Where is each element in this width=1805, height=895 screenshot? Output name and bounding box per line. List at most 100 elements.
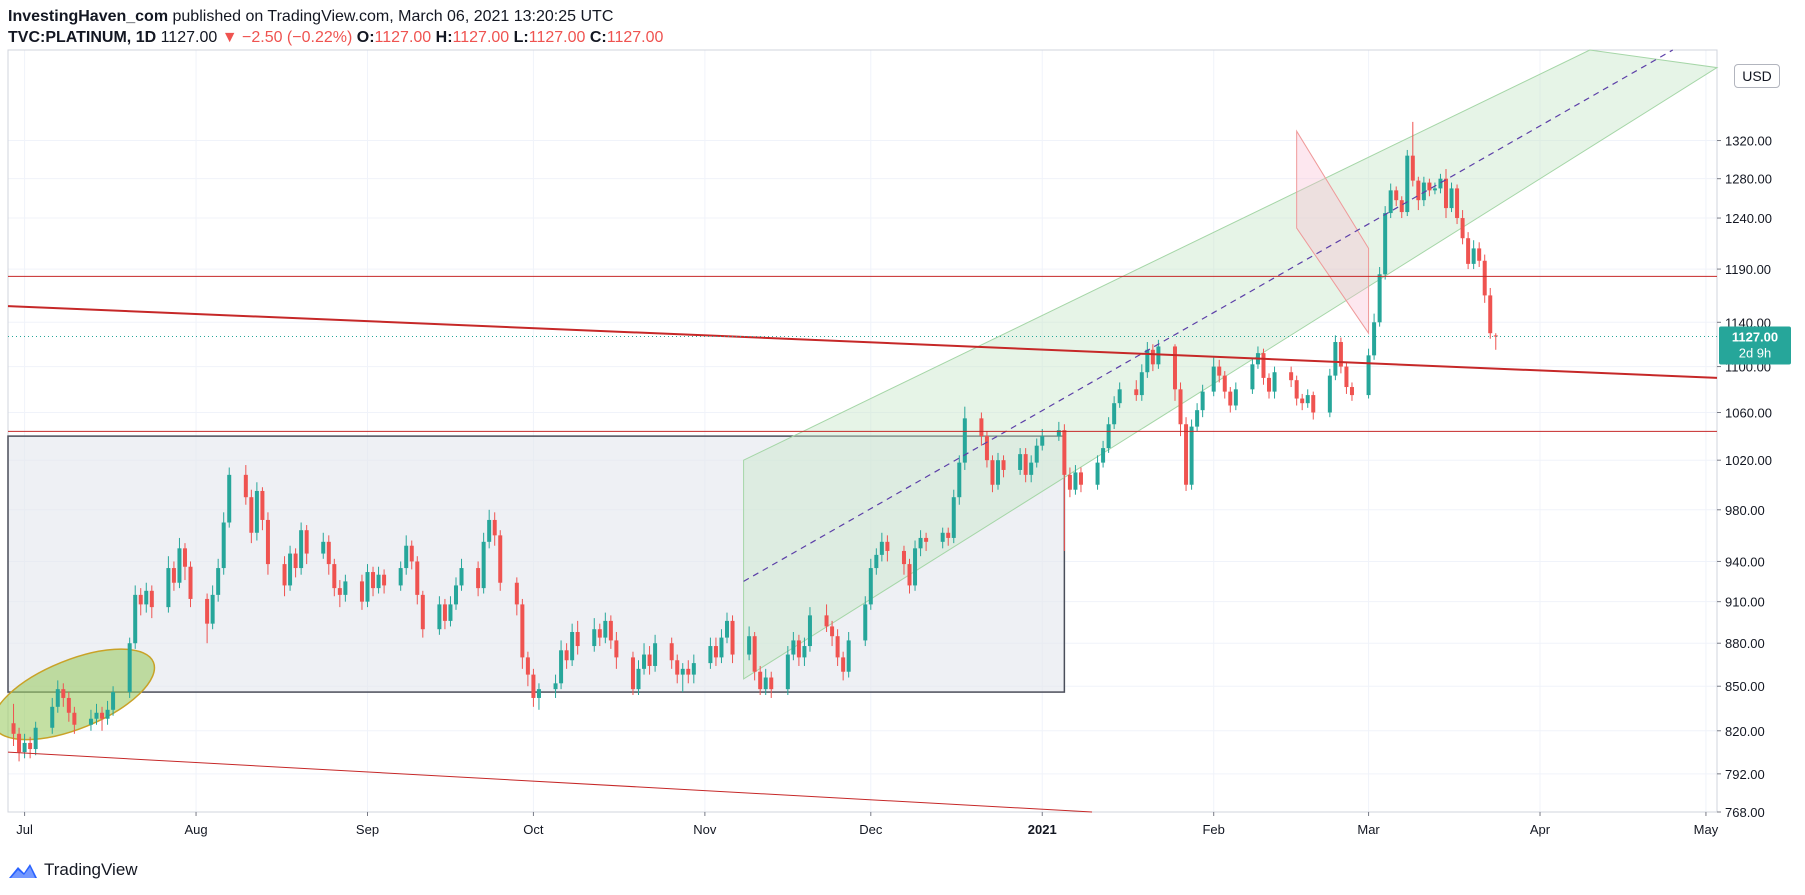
- candle-body: [1372, 322, 1377, 356]
- candle-body: [1056, 430, 1061, 437]
- candle-body: [1477, 248, 1482, 261]
- candle-body: [359, 581, 364, 602]
- candle-body: [1377, 274, 1382, 323]
- candle-body: [265, 519, 270, 565]
- x-tick-label: Apr: [1530, 822, 1551, 837]
- candle-body: [133, 594, 138, 644]
- x-tick-label: Oct: [523, 822, 544, 837]
- candle-body: [1117, 389, 1122, 404]
- candle-body: [830, 626, 835, 637]
- candle-body: [1427, 182, 1432, 191]
- x-tick-label: Aug: [184, 822, 207, 837]
- tradingview-footer[interactable]: TradingView: [8, 860, 138, 880]
- currency-button[interactable]: USD: [1734, 64, 1780, 88]
- change-value: −2.50 (−0.22%): [242, 29, 353, 46]
- candle-body: [415, 561, 420, 595]
- footer-brand: TradingView: [44, 860, 138, 879]
- candle-body: [686, 668, 691, 675]
- author-name[interactable]: InvestingHaven_com: [8, 8, 169, 25]
- candle-body: [442, 604, 447, 621]
- candle-body: [575, 632, 580, 647]
- candle-body: [1062, 430, 1067, 475]
- candle-body: [326, 541, 331, 565]
- candle-body: [1145, 349, 1150, 373]
- candle-body: [990, 460, 995, 485]
- drawings-foreground: [7, 49, 1718, 813]
- candle-body: [1366, 355, 1371, 396]
- candle-body: [1150, 349, 1155, 365]
- candle-body: [1455, 188, 1460, 219]
- candle-body: [144, 590, 149, 605]
- candle-body: [1106, 424, 1111, 449]
- candle-body: [371, 572, 376, 589]
- candle-body: [1432, 188, 1437, 191]
- candle-body: [1139, 372, 1144, 396]
- candle-body: [802, 646, 807, 658]
- candle-body: [514, 582, 519, 605]
- candle-body: [216, 568, 221, 595]
- y-tick-label: 850.00: [1725, 679, 1765, 694]
- candle-body: [1471, 248, 1476, 264]
- candle-body: [282, 564, 287, 586]
- down-arrow-icon: ▼: [221, 29, 238, 46]
- y-tick-label: 1320.00: [1725, 134, 1772, 149]
- candle-body: [719, 637, 724, 658]
- candle-body: [182, 548, 187, 567]
- x-tick-label: Nov: [693, 822, 717, 837]
- candle-body: [901, 550, 906, 565]
- candle-body: [841, 657, 846, 672]
- candle-body: [1294, 380, 1299, 399]
- candle-body: [321, 541, 326, 554]
- candle-body: [979, 418, 984, 437]
- candle-body: [608, 620, 613, 641]
- candle-body: [221, 522, 226, 569]
- candle-body: [536, 689, 541, 698]
- price-tag-value: 1127.00: [1732, 330, 1778, 345]
- high-value: 1127.00: [452, 29, 510, 46]
- candle-body: [758, 671, 763, 690]
- candle-body: [100, 712, 105, 719]
- publish-line: InvestingHaven_com published on TradingV…: [8, 8, 613, 26]
- candle-body: [680, 668, 685, 675]
- candle-body: [669, 643, 674, 661]
- y-tick-label: 1190.00: [1725, 262, 1771, 277]
- candle-body: [1449, 188, 1454, 209]
- candle-body: [1172, 346, 1177, 390]
- candle-body: [398, 568, 403, 586]
- candle-body: [1217, 366, 1222, 376]
- candle-body: [1405, 155, 1410, 213]
- drawings-background: [0, 49, 1719, 741]
- candle-body: [288, 553, 293, 586]
- candle-body: [88, 718, 93, 725]
- candle-body: [476, 568, 481, 589]
- candle-body: [1383, 213, 1388, 275]
- candle-body: [1388, 190, 1393, 214]
- y-tick-label: 768.00: [1725, 805, 1765, 820]
- candle-body: [492, 519, 497, 536]
- candle-body: [1394, 190, 1399, 201]
- candle-body: [177, 548, 182, 583]
- candle-body: [1095, 462, 1100, 485]
- candle-body: [1250, 364, 1255, 390]
- candle-body: [210, 594, 215, 624]
- candle-body: [17, 733, 22, 753]
- candle-body: [1344, 366, 1349, 388]
- close-value: 1127.00: [606, 29, 664, 46]
- candle-body: [1272, 372, 1277, 392]
- candle-body: [730, 620, 735, 655]
- price-tag: [1719, 326, 1791, 365]
- close-label: C:: [589, 29, 607, 46]
- candle-body: [376, 574, 381, 589]
- candle-body: [1416, 180, 1421, 201]
- candle-body: [1327, 375, 1332, 413]
- y-tick-label: 910.00: [1725, 595, 1765, 610]
- candle-body: [564, 650, 569, 661]
- candle-body: [763, 677, 768, 690]
- y-tick-label: 880.00: [1725, 636, 1765, 651]
- candle-body: [708, 646, 713, 664]
- candle-body: [66, 697, 71, 713]
- candle-body: [1211, 366, 1216, 392]
- candle-body: [879, 541, 884, 555]
- candles: [11, 121, 1498, 762]
